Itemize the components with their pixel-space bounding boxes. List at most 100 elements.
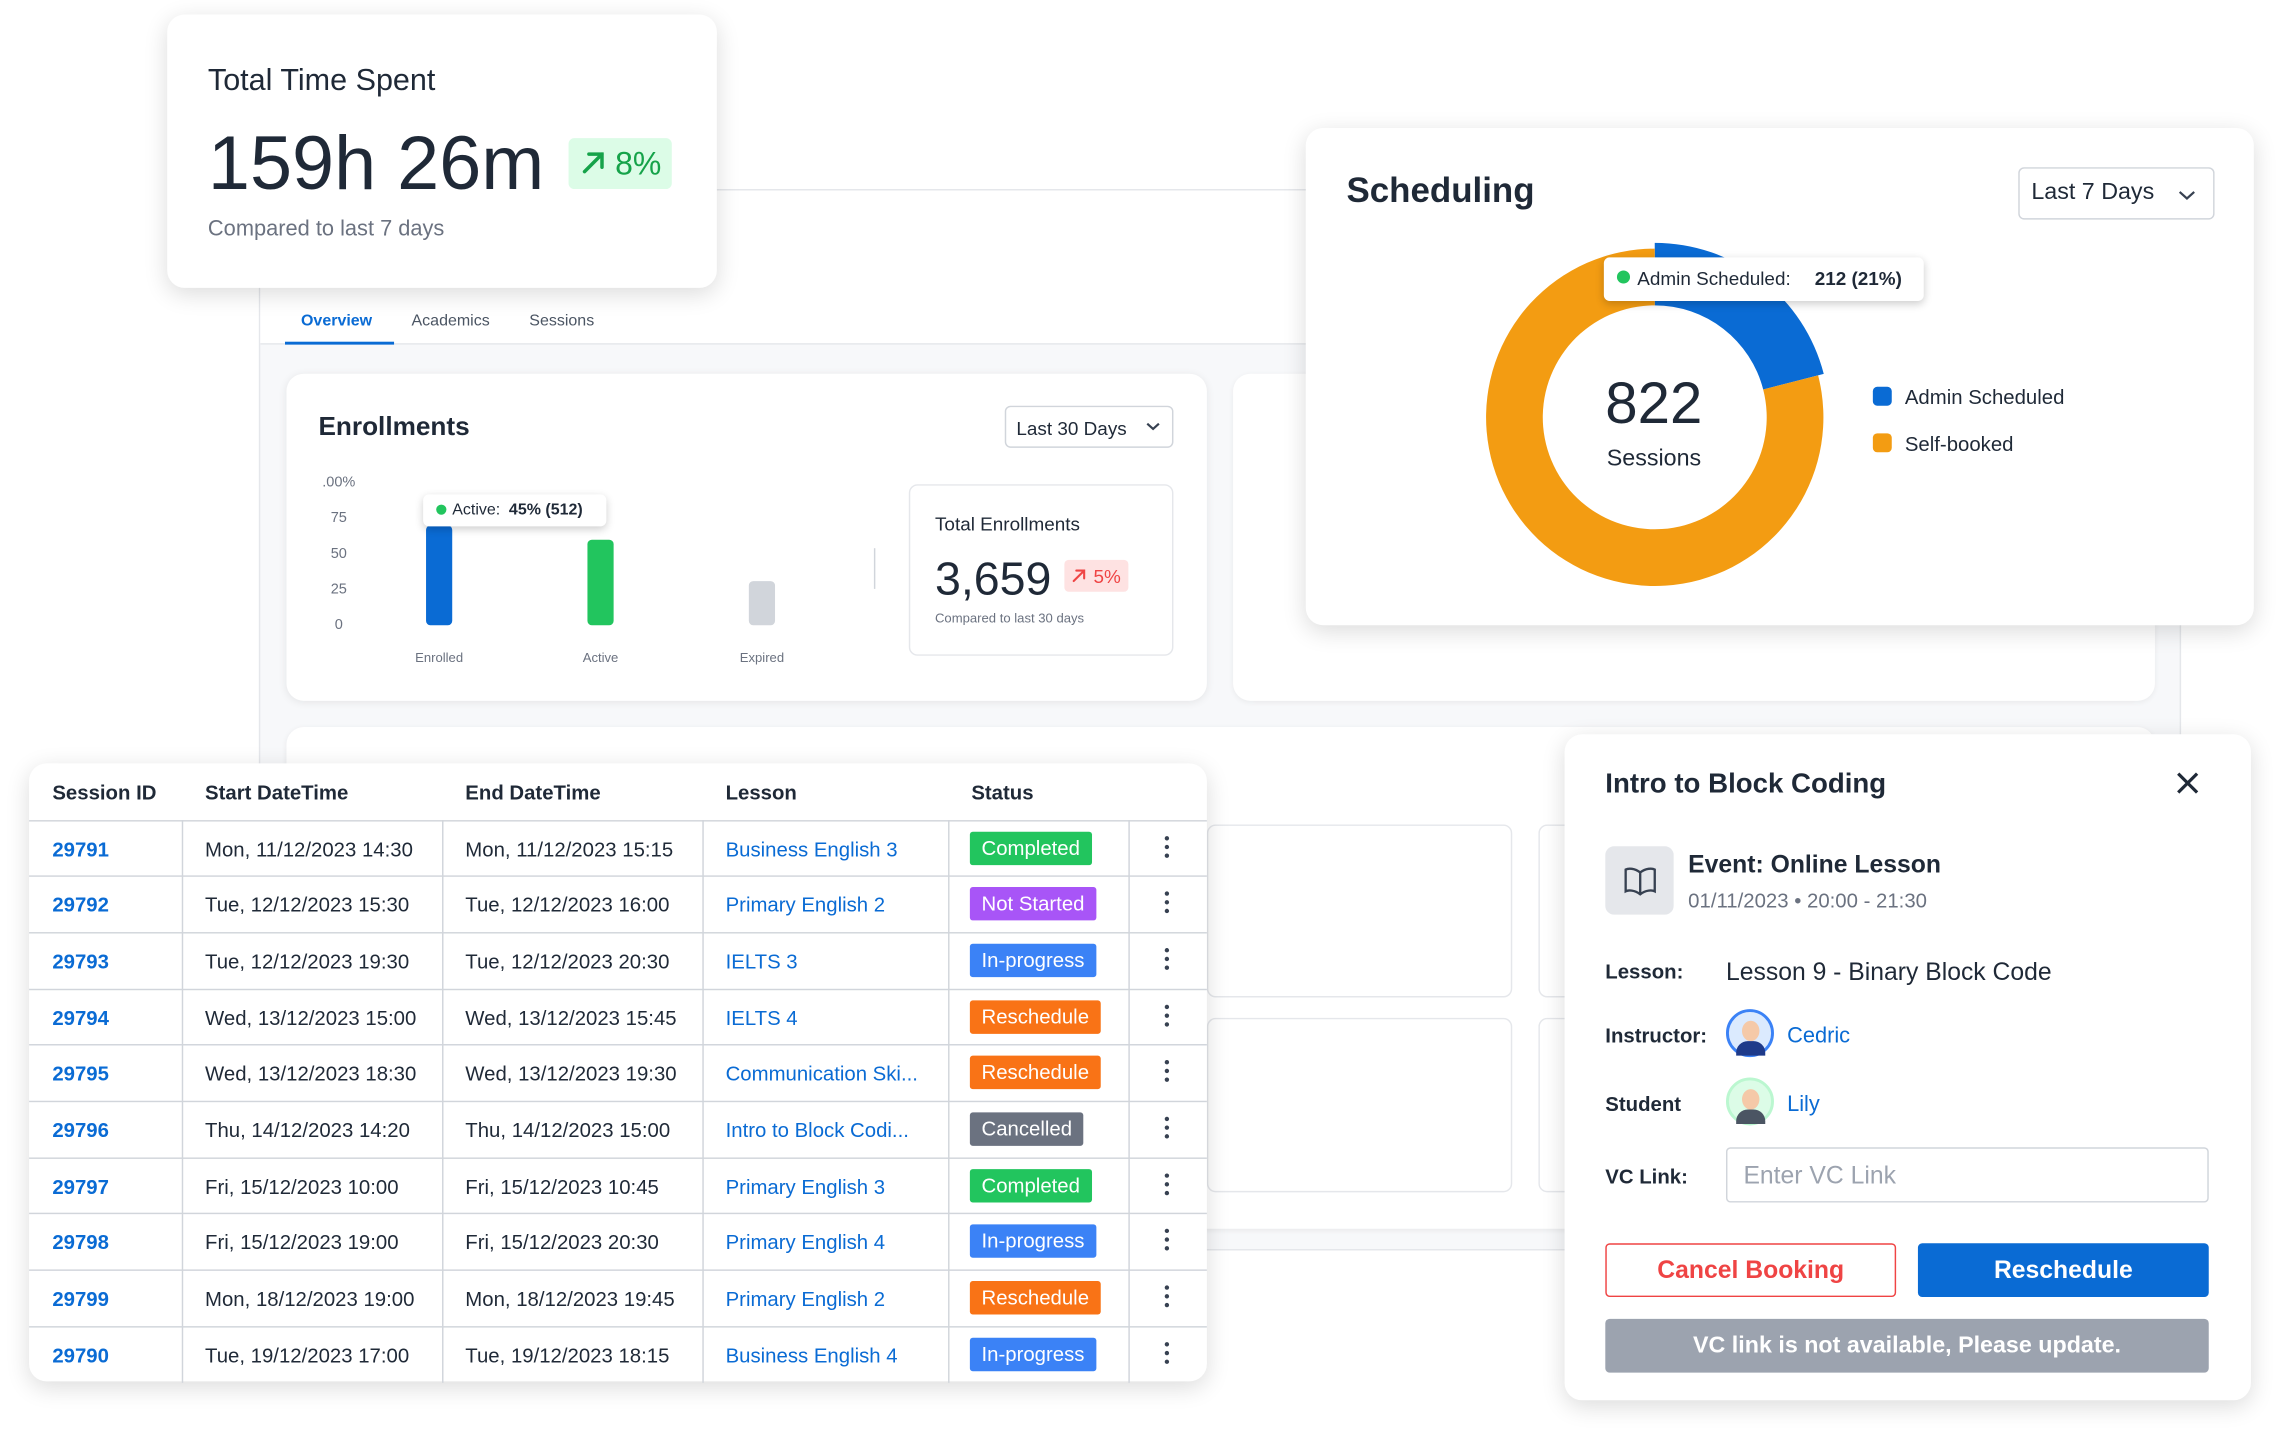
trend-arrow: [1072, 569, 1086, 583]
cell: Thu, 14/12/2023 14:20: [205, 1118, 410, 1142]
lesson-link: Primary English 4: [725, 1230, 886, 1254]
book-icon: [1624, 867, 1656, 896]
bar-chart: 0 25 50 75 .00% Enrolled Active Expired: [322, 475, 784, 666]
lesson-link: Primary English 2: [725, 893, 886, 917]
status-badge: Reschedule: [969, 1281, 1101, 1315]
row-menu[interactable]: [1163, 835, 1172, 858]
row-line: [29, 1100, 1207, 1103]
menu-dot: [1164, 900, 1170, 905]
menu-dot: [1164, 1294, 1170, 1299]
status-badge: Reschedule: [969, 999, 1101, 1034]
column-line: [948, 819, 950, 1383]
cell: Tue, 12/12/2023 15:30: [205, 893, 410, 917]
tab-underline: [284, 341, 395, 345]
status-badge: In-progress: [969, 1337, 1097, 1371]
lesson-link: Intro to Block Codi...: [725, 1118, 909, 1142]
reschedule-button[interactable]: Reschedule: [1917, 1243, 2209, 1298]
menu-dot: [1164, 965, 1170, 970]
column-header: Session ID: [52, 780, 157, 805]
y-tick-label: 75: [331, 510, 347, 526]
person-link: Lily: [1787, 1092, 1820, 1117]
column-header: Lesson: [725, 780, 797, 805]
row-menu[interactable]: [1163, 1285, 1172, 1309]
bar: [748, 581, 776, 626]
column-line: [702, 819, 704, 1383]
stat-value: 3,659: [934, 552, 1052, 605]
menu-dot: [1164, 1359, 1170, 1364]
row-line: [29, 988, 1207, 990]
row-line: [29, 875, 1207, 878]
avatar: [1725, 1009, 1774, 1058]
vc-input[interactable]: [1725, 1147, 2209, 1203]
status-badge: In-progress: [969, 1224, 1097, 1259]
field-label: Lesson:: [1605, 959, 1684, 983]
tooltip-value: 45% (512): [508, 501, 583, 520]
row-menu[interactable]: [1163, 891, 1172, 915]
close-icon: [2177, 772, 2199, 794]
y-tick-label: 0: [335, 617, 343, 633]
book-shape: [1624, 867, 1656, 896]
row-menu[interactable]: [1163, 1229, 1172, 1252]
big-value: 159h 26m: [207, 122, 545, 207]
placeholder-box: [1206, 1017, 1513, 1193]
cell: Wed, 13/12/2023 18:30: [205, 1061, 417, 1086]
tab: Sessions: [529, 312, 595, 331]
row-menu[interactable]: [1163, 947, 1172, 971]
menu-dot: [1164, 844, 1170, 849]
menu-dot: [1164, 891, 1170, 896]
cancel-button[interactable]: Cancel Booking: [1605, 1243, 1897, 1298]
separator: [873, 548, 876, 589]
menu-dot: [1164, 956, 1170, 961]
person-link: Cedric: [1787, 1023, 1851, 1049]
menu-dot: [1164, 1181, 1170, 1187]
dropdown-label: Last 7 Days: [2031, 180, 2155, 206]
row-menu[interactable]: [1163, 1060, 1172, 1083]
y-tick-label: .00%: [322, 475, 355, 491]
lesson-link: Communication Ski...: [725, 1061, 918, 1086]
session-id: 29790: [52, 1343, 109, 1367]
legend-label: Admin Scheduled: [1904, 385, 2065, 409]
legend-swatch: [1872, 386, 1892, 406]
cell: Fri, 15/12/2023 10:00: [205, 1174, 399, 1198]
avatar-face: [1741, 1020, 1760, 1042]
field-label: Student: [1605, 1092, 1682, 1116]
row-menu[interactable]: [1163, 1116, 1172, 1140]
avatar: [1725, 1077, 1774, 1126]
status-badge: Reschedule: [969, 1056, 1101, 1090]
lesson-link: Business English 4: [725, 1343, 898, 1367]
session-id: 29796: [52, 1118, 109, 1142]
lesson-link: Primary English 3: [725, 1174, 886, 1198]
tooltip: [1603, 257, 1924, 301]
close-button[interactable]: [2175, 771, 2199, 794]
column-header: Start DateTime: [205, 780, 349, 805]
event-modal: [1564, 734, 2251, 1401]
x-tick-label: Expired: [740, 650, 784, 665]
dropdown[interactable]: [1004, 405, 1174, 448]
session-id: 29791: [52, 836, 109, 861]
center-label: Sessions: [1606, 446, 1702, 472]
session-id: 29793: [52, 949, 109, 973]
stat-box: [908, 484, 1174, 656]
menu-dot: [1164, 852, 1170, 858]
row-menu[interactable]: [1163, 1004, 1172, 1027]
column-line: [442, 819, 444, 1383]
cell: Tue, 12/12/2023 16:00: [465, 893, 670, 917]
tooltip-value: 212 (21%): [1814, 267, 1902, 290]
row-line: [29, 1044, 1207, 1046]
menu-dot: [1164, 1350, 1170, 1355]
lesson-link: Primary English 2: [725, 1286, 886, 1311]
row-menu[interactable]: [1163, 1341, 1172, 1365]
tab: Overview: [300, 312, 373, 331]
vc-placeholder: Enter VC Link: [1743, 1161, 1896, 1190]
cell: Mon, 18/12/2023 19:45: [465, 1286, 675, 1311]
session-id: 29798: [52, 1230, 109, 1254]
event-datetime: 01/11/2023 • 20:00 - 21:30: [1688, 888, 1927, 912]
donut-segment: [1486, 248, 1824, 586]
row-menu[interactable]: [1163, 1172, 1172, 1196]
column-line: [1128, 819, 1130, 1383]
session-id: 29797: [52, 1174, 109, 1198]
session-id: 29795: [52, 1061, 109, 1086]
menu-dot: [1164, 1012, 1170, 1018]
avatar-face: [1741, 1089, 1760, 1110]
chevron-shape: [2178, 191, 2195, 200]
